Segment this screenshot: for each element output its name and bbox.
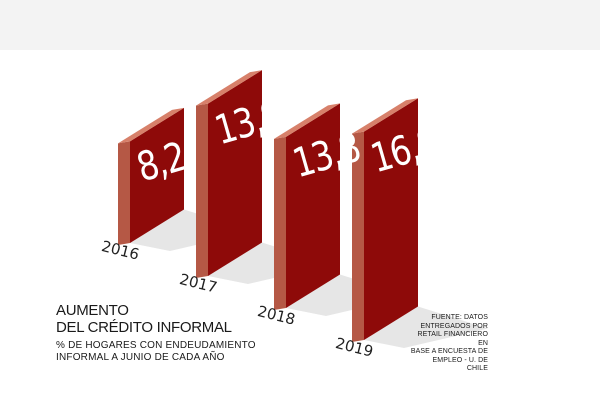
source-line-4: BASE A ENCUESTA DE: [410, 348, 488, 355]
bar-front-face: [286, 103, 340, 309]
bar-side-face: [274, 136, 286, 310]
chart-subtitle: % DE HOGARES CON ENDEUDAMIENTO INFORMAL …: [56, 340, 256, 364]
bar-front-face: [208, 70, 262, 276]
source-line-1: FUENTE: DATOS: [431, 314, 488, 321]
bar-side-face: [196, 103, 208, 278]
chart-title-line-2: DEL CRÉDITO INFORMAL: [56, 319, 232, 336]
chart-title: AUMENTO DEL CRÉDITO INFORMAL: [56, 302, 232, 336]
source-line-2: ENTREGADOS POR: [420, 322, 488, 330]
bar-side-face: [118, 141, 130, 245]
bar-shadows: [130, 209, 488, 348]
bar-top-face: [196, 70, 262, 106]
bar-front-face: [364, 98, 418, 340]
bar-2017: [196, 70, 262, 278]
bar-front-face: [130, 107, 184, 243]
bar-shadow-2017: [208, 242, 332, 284]
source-line-5: EMPLEO - U. DE CHILE: [432, 356, 488, 373]
bars: [118, 70, 418, 342]
bar-top-face: [352, 98, 418, 134]
chart-subtitle-line-2: INFORMAL A JUNIO DE CADA AÑO: [56, 352, 225, 363]
chart-source: FUENTE: DATOS ENTREGADOS POR RETAIL FINA…: [410, 314, 488, 374]
bar-shadow-2018: [286, 274, 410, 316]
bar-2019: [352, 98, 418, 342]
background-panel: [0, 0, 600, 50]
bar-side-face: [352, 131, 364, 342]
bar-top-face: [118, 107, 184, 144]
bar-2016: [118, 107, 184, 245]
chart-title-line-1: AUMENTO: [56, 302, 129, 319]
bar-2018: [274, 103, 340, 310]
source-line-3: RETAIL FINANCIERO EN: [417, 331, 488, 347]
bar-shadow-2016: [130, 209, 254, 251]
chart-subtitle-line-1: % DE HOGARES CON ENDEUDAMIENTO: [56, 340, 256, 351]
bar-top-face: [274, 103, 340, 139]
bar-shadow-2019: [364, 306, 488, 348]
